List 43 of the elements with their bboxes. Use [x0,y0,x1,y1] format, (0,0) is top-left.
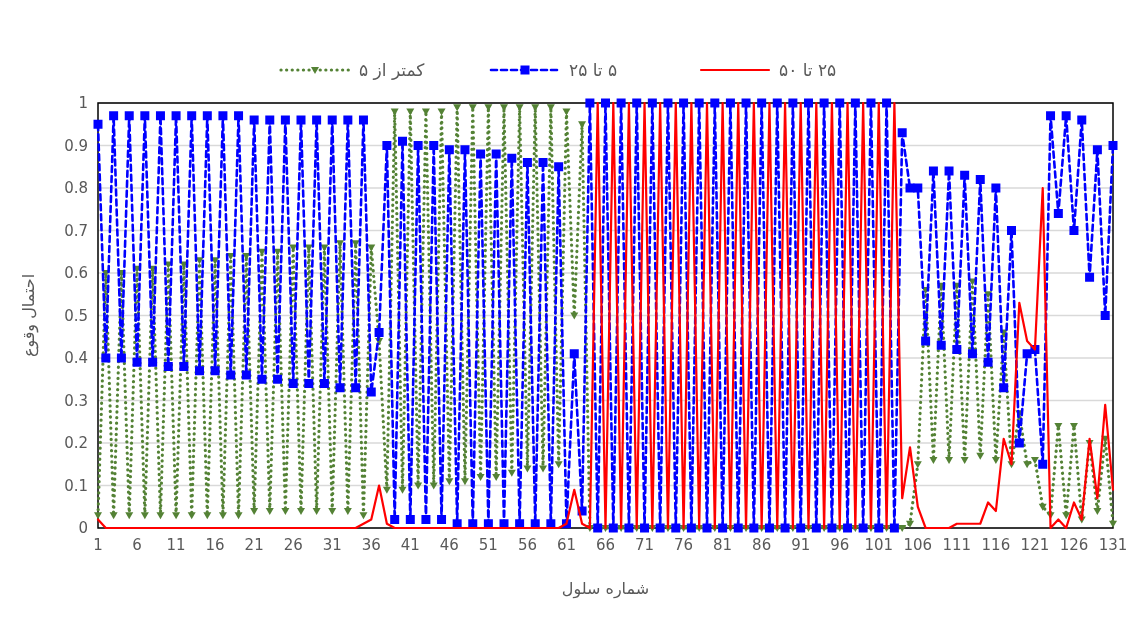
x-tick-label: 66 [595,536,616,554]
x-tick-label: 101 [864,536,894,554]
y-tick-label: 0.6 [64,264,88,283]
y-tick-label: 0.4 [64,349,88,368]
y-tick-label: 0.7 [64,221,88,240]
x-tick-label: 41 [400,536,420,554]
x-tick-label: 6 [132,536,142,554]
y-tick-label: 0.2 [64,434,88,453]
y-tick-label: 0.5 [64,306,88,325]
x-tick-label: 16 [205,536,225,554]
x-tick-label: 91 [791,536,811,554]
legend-label: ۵ تا ۲۵ [569,59,618,80]
legend-label: کمتر از ۵ [359,59,426,80]
x-tick-label: 131 [1098,536,1128,554]
x-tick-label: 71 [634,536,655,554]
x-tick-label: 1 [93,536,103,554]
y-tick-label: 0 [78,519,88,538]
x-tick-label: 61 [556,536,577,554]
y-tick-label: 0.1 [64,476,88,495]
x-tick-label: 76 [674,536,694,554]
x-tick-label: 26 [283,536,303,554]
x-tick-label: 46 [439,536,459,554]
x-tick-label: 126 [1059,536,1089,554]
x-tick-label: 31 [322,536,342,554]
x-tick-label: 11 [166,536,186,554]
x-tick-label: 21 [244,536,264,554]
x-tick-label: 111 [942,536,972,554]
y-tick-label: 0.8 [64,179,88,198]
x-tick-label: 96 [830,536,850,554]
x-axis-title: شماره سلول [561,579,650,599]
y-tick-label: 0.9 [64,136,88,155]
x-tick-label: 116 [981,536,1011,554]
legend-label: ۲۵ تا ۵۰ [779,59,837,80]
x-tick-label: 106 [903,536,933,554]
x-tick-label: 51 [478,536,498,554]
x-tick-label: 86 [752,536,772,554]
y-tick-label: 1 [78,94,88,113]
y-tick-label: 0.3 [64,391,88,410]
y-axis-title: احتمال وقوع [19,273,39,358]
x-tick-label: 81 [713,536,733,554]
x-tick-label: 56 [517,536,537,554]
x-tick-label: 121 [1020,536,1050,554]
x-tick-label: 36 [361,536,381,554]
